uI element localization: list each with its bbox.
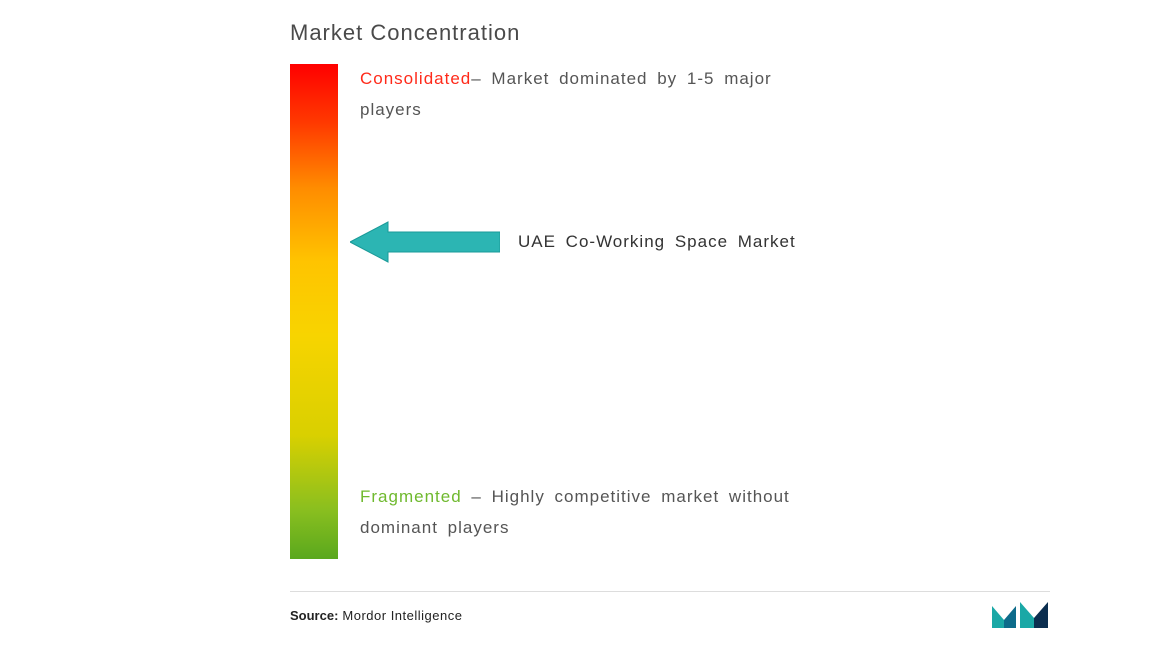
arrow-left-icon (350, 220, 500, 264)
market-position-marker: UAE Co-Working Space Market (350, 220, 796, 264)
source-block: Source: Mordor Intelligence (290, 608, 462, 623)
market-name-label: UAE Co-Working Space Market (518, 232, 796, 252)
chart-area: Consolidated– Market dominated by 1-5 ma… (290, 64, 1050, 564)
chart-title: Market Concentration (290, 20, 1050, 46)
source-label: Source: (290, 608, 338, 623)
chart-footer: Source: Mordor Intelligence (290, 591, 1050, 630)
chart-container: Market Concentration Consolidated– Marke… (290, 20, 1050, 630)
consolidated-term: Consolidated (360, 69, 471, 88)
mordor-logo-icon (990, 600, 1050, 630)
consolidated-label: Consolidated– Market dominated by 1-5 ma… (360, 64, 840, 125)
concentration-gradient-bar (290, 64, 338, 559)
fragmented-term: Fragmented (360, 487, 462, 506)
fragmented-label: Fragmented – Highly competitive market w… (360, 482, 840, 543)
source-value: Mordor Intelligence (342, 608, 462, 623)
